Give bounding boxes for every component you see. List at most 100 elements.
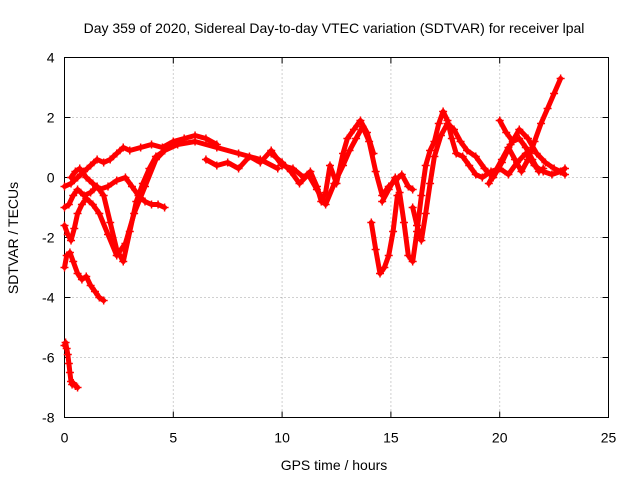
data-point (77, 200, 86, 209)
x-tick-labels: 0 5 10 15 20 25 (61, 430, 617, 446)
y-tick-label: -6 (42, 350, 55, 366)
data-point (367, 218, 376, 227)
data-point (508, 137, 517, 146)
data-point (112, 245, 121, 254)
series-arc-13 (495, 116, 548, 176)
data-point (201, 155, 210, 164)
data-point (212, 140, 221, 149)
data-point (523, 134, 532, 143)
data-point (180, 134, 189, 143)
data-point (537, 119, 546, 128)
data-point (154, 200, 163, 209)
data-point (60, 221, 69, 230)
data-point (70, 224, 79, 233)
y-tick-label: -4 (42, 290, 55, 306)
y-axis-label: SDTVAR / TECUs (5, 182, 21, 294)
data-point (408, 203, 417, 212)
data-point (295, 179, 304, 188)
data-point (447, 134, 456, 143)
data-point (450, 125, 459, 134)
data-point (312, 185, 321, 194)
data-point (64, 200, 73, 209)
data-point (384, 251, 393, 260)
data-point (234, 164, 243, 173)
data-point (63, 230, 72, 239)
data-point (95, 185, 104, 194)
y-tick-label: 4 (47, 50, 55, 66)
data-point (86, 281, 95, 290)
data-point (547, 170, 556, 179)
data-point (71, 167, 80, 176)
y-tick-label: 0 (47, 170, 55, 186)
y-tick-label: -2 (42, 230, 55, 246)
data-point (471, 152, 480, 161)
data-point (556, 74, 565, 83)
data-point (141, 197, 150, 206)
data-point (436, 131, 445, 140)
y-tick-label: 2 (47, 110, 55, 126)
data-point (404, 182, 413, 191)
data-point (356, 116, 365, 125)
data-point (65, 368, 74, 377)
data-point (127, 182, 136, 191)
data-point (480, 164, 489, 173)
data-point (147, 140, 156, 149)
series-arc-12 (484, 74, 565, 188)
series-line (203, 118, 376, 204)
series-arc-10 (378, 107, 569, 266)
data-point (384, 185, 393, 194)
x-tick-label: 25 (601, 430, 617, 446)
data-point (491, 167, 500, 176)
data-point (267, 149, 276, 158)
data-point (404, 251, 413, 260)
data-point (439, 107, 448, 116)
data-point (286, 167, 295, 176)
data-point (352, 134, 361, 143)
data-point (82, 272, 91, 281)
data-point (349, 125, 358, 134)
data-point (550, 164, 559, 173)
data-point (484, 179, 493, 188)
data-point (417, 191, 426, 200)
data-point (90, 287, 99, 296)
data-point (86, 161, 95, 170)
data-point (497, 155, 506, 164)
data-point (138, 179, 147, 188)
series-arc-9 (367, 191, 402, 278)
data-point (413, 221, 422, 230)
data-point (534, 167, 543, 176)
data-point (550, 89, 559, 98)
data-point (358, 122, 367, 131)
series-line (486, 76, 564, 186)
data-point (343, 134, 352, 143)
data-point (321, 200, 330, 209)
data-point (136, 143, 145, 152)
data-point (278, 158, 287, 167)
data-point (134, 191, 143, 200)
data-point (160, 203, 169, 212)
data-point (119, 143, 128, 152)
data-point (73, 209, 82, 218)
data-point (478, 173, 487, 182)
x-tick-label: 5 (169, 430, 177, 446)
data-point (421, 209, 430, 218)
data-point (73, 269, 82, 278)
data-point (458, 152, 467, 161)
data-point (443, 119, 452, 128)
data-point (376, 269, 385, 278)
data-point (426, 146, 435, 155)
data-point (158, 143, 167, 152)
data-point (93, 155, 102, 164)
data-point (191, 131, 200, 140)
chart-title: Day 359 of 2020, Sidereal Day-to-day VTE… (84, 20, 585, 36)
data-point (201, 134, 210, 143)
x-tick-label: 15 (383, 430, 399, 446)
data-point (304, 170, 313, 179)
data-point (273, 164, 282, 173)
data-point (112, 176, 121, 185)
data-point (169, 137, 178, 146)
data-point (560, 164, 569, 173)
series-arc-6 (67, 164, 169, 212)
data-point (125, 146, 134, 155)
data-point (60, 263, 69, 272)
